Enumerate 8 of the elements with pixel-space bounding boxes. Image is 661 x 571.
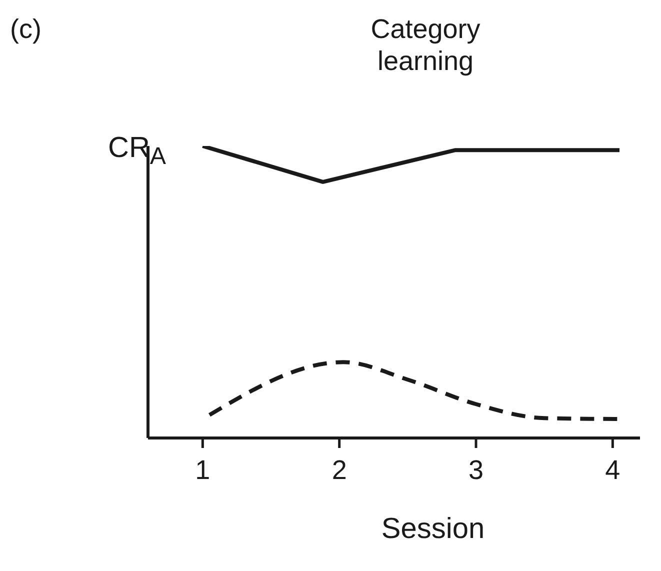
x-tick-label: 1	[195, 455, 210, 486]
text: (c)	[10, 14, 42, 45]
x-tick-label: 3	[468, 455, 484, 486]
y-axis-title: CR$_{A}$	[108, 132, 166, 171]
chart-title: Category learning	[370, 13, 482, 77]
x-tick-label: 4	[605, 455, 620, 486]
x-tick-label: 2	[332, 455, 347, 486]
x-axis-title: Session	[380, 513, 486, 546]
